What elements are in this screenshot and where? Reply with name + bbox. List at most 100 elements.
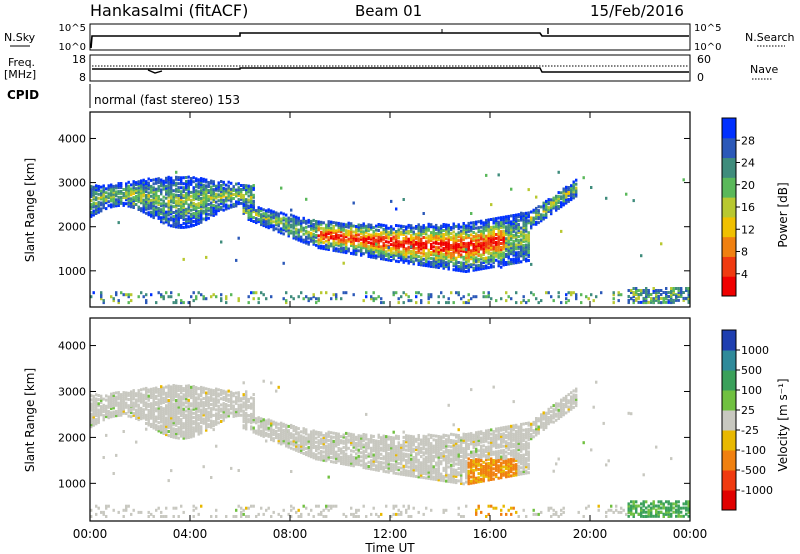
range-cell (172, 398, 175, 402)
range-cell (320, 510, 323, 514)
range-cell (145, 195, 148, 199)
range-cell (117, 202, 120, 205)
range-cell (175, 386, 178, 390)
range-cell (327, 232, 330, 236)
range-cell (240, 409, 243, 413)
range-cell (382, 445, 385, 448)
range-cell (437, 254, 440, 258)
range-cell (365, 228, 368, 232)
range-cell (175, 394, 178, 398)
range-cell (245, 395, 248, 399)
range-cell (162, 179, 165, 183)
range-cell (147, 207, 150, 211)
range-cell (225, 183, 228, 187)
range-cell (155, 401, 158, 405)
range-cell (442, 233, 445, 236)
range-cell (522, 257, 525, 261)
range-cell (97, 404, 100, 408)
range-cell (470, 241, 473, 245)
range-cell (355, 458, 358, 462)
range-cell (337, 453, 340, 457)
range-cell (115, 200, 118, 204)
range-cell (317, 242, 320, 246)
range-cell (322, 440, 325, 444)
range-cell (637, 296, 640, 300)
range-cell (170, 430, 173, 434)
range-cell (135, 404, 138, 408)
range-cell (440, 256, 443, 260)
range-cell (105, 515, 108, 518)
range-cell (112, 299, 115, 303)
range-cell (467, 243, 470, 247)
range-cell (485, 258, 488, 262)
range-cell (327, 248, 330, 251)
range-cell (247, 399, 250, 403)
range-cell (252, 411, 255, 415)
range-cell (350, 232, 353, 236)
range-cell (362, 230, 365, 234)
range-cell (307, 232, 310, 236)
range-cell (662, 291, 665, 294)
range-cell (155, 193, 158, 197)
range-cell (272, 214, 275, 218)
range-cell (205, 196, 208, 200)
range-cell (97, 414, 100, 418)
range-cell (287, 512, 290, 516)
range-cell (162, 429, 165, 433)
range-cell (377, 454, 380, 458)
range-cell (242, 426, 245, 430)
range-cell (555, 204, 558, 208)
range-cell (470, 237, 473, 241)
range-cell (142, 410, 145, 414)
range-cell (162, 297, 165, 301)
range-cell (417, 235, 420, 239)
range-cell (162, 411, 165, 415)
range-cell (177, 422, 180, 426)
range-cell (362, 234, 365, 238)
range-cell (340, 222, 343, 226)
range-cell (135, 183, 138, 187)
range-cell (505, 225, 508, 229)
range-cell (387, 448, 390, 451)
range-cell (640, 293, 643, 296)
range-cell (165, 188, 168, 192)
range-cell (465, 226, 468, 230)
range-cell (102, 190, 105, 194)
range-cell (480, 267, 483, 271)
range-cell (505, 237, 508, 241)
range-cell (95, 206, 98, 210)
range-cell (155, 396, 158, 400)
range-cell (310, 227, 313, 231)
range-cell (192, 219, 195, 223)
range-cell (357, 243, 360, 247)
range-cell (367, 438, 370, 442)
range-cell (500, 251, 503, 255)
range-cell (100, 197, 103, 201)
range-cell (305, 237, 308, 241)
range-cell (122, 188, 125, 191)
range-cell (535, 214, 538, 218)
range-cell (250, 215, 253, 218)
range-cell (305, 506, 308, 510)
range-cell (365, 242, 368, 246)
range-cell (90, 398, 93, 402)
range-cell (202, 185, 205, 189)
range-cell (570, 293, 573, 297)
range-cell (270, 209, 273, 213)
range-cell (150, 394, 153, 397)
range-cell (452, 238, 455, 242)
range-cell (212, 213, 215, 217)
range-cell (377, 450, 380, 454)
range-cell (220, 199, 223, 203)
range-cell (500, 238, 503, 241)
range-cell (420, 255, 423, 259)
nave-label: Nave (750, 63, 778, 76)
range-cell (530, 218, 533, 222)
range-cell (315, 440, 318, 444)
range-cell (260, 425, 263, 429)
range-cell (172, 183, 175, 187)
range-cell (567, 199, 570, 203)
range-cell (542, 203, 545, 207)
range-cell (447, 235, 450, 239)
range-cell (390, 467, 393, 470)
